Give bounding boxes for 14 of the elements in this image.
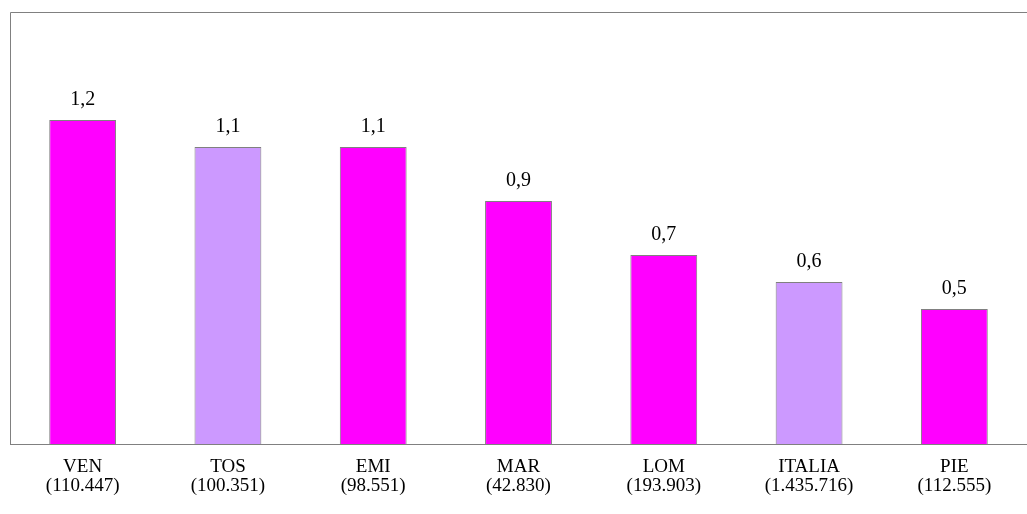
data-label: 0,6 <box>796 249 822 272</box>
data-label: 0,7 <box>651 222 677 245</box>
x-tick-label: ITALIA (1.435.716) <box>764 455 854 497</box>
x-tick-label: VEN (110.447) <box>45 455 120 497</box>
data-label: 1,1 <box>215 114 241 137</box>
x-tick-label: PIE (112.555) <box>917 455 992 497</box>
x-tick-label: MAR (42.830) <box>486 455 551 497</box>
x-tick-label: TOS (100.351) <box>190 455 266 497</box>
data-label: 0,9 <box>506 168 531 191</box>
data-label: 0,5 <box>941 276 967 299</box>
data-label: 1,1 <box>360 114 386 137</box>
data-label: 1,2 <box>70 87 96 110</box>
x-tick-label: EMI (98.551) <box>340 455 406 497</box>
x-tick-label: LOM (193.903) <box>626 455 701 497</box>
